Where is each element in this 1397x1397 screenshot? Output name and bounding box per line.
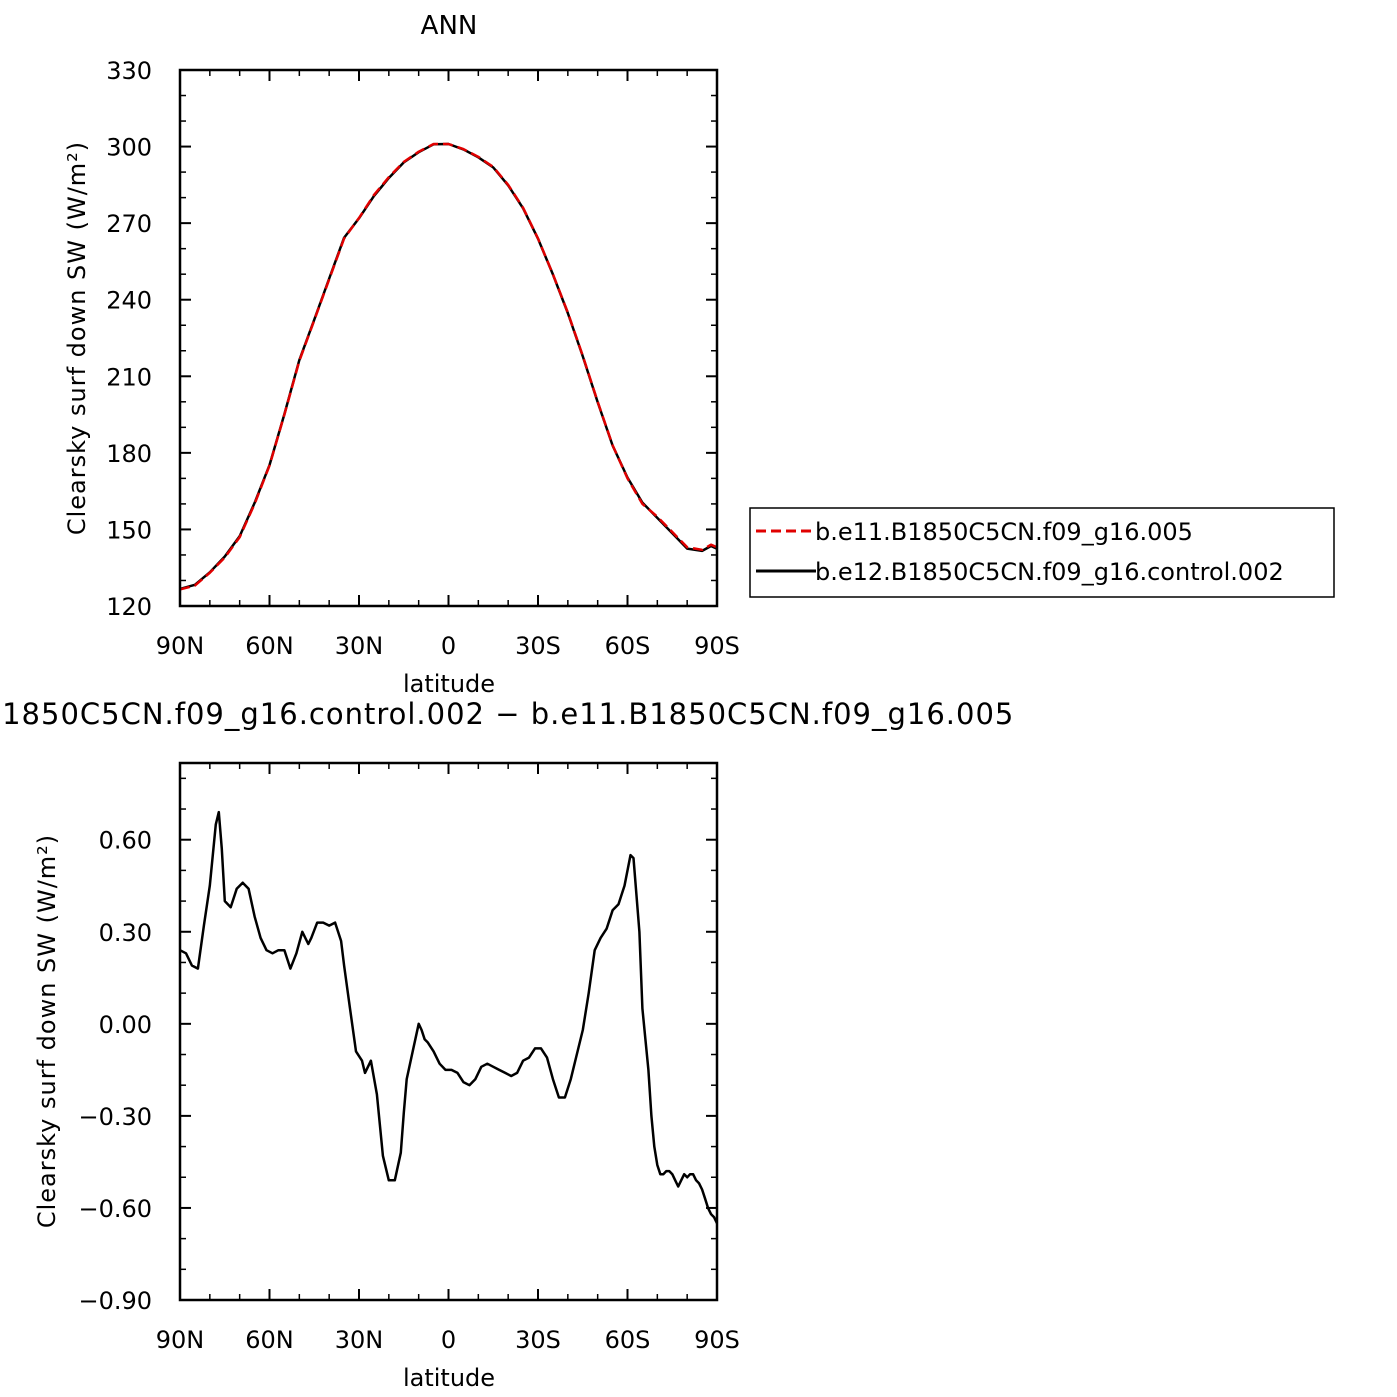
y-tick-label: 180 [106, 440, 152, 468]
top-panel-x-tick-labels: 90N 60N 30N 0 30S 60S 90S [156, 632, 740, 660]
bottom-panel-title: b.e12.B1850C5CN.f09_g16.control.002 − b.… [0, 697, 1014, 731]
bottom-panel-series [179, 810, 719, 1224]
x-tick-label: 90N [156, 632, 205, 660]
x-tick-label: 60S [605, 632, 651, 660]
y-tick-label: 270 [106, 210, 152, 238]
x-tick-label: 60S [605, 1326, 651, 1354]
y-tick-label: 0.00 [99, 1011, 152, 1039]
series-line-1 [179, 142, 718, 591]
x-tick-label: 60N [245, 632, 294, 660]
x-tick-label: 0 [441, 1326, 456, 1354]
x-tick-label: 90S [694, 632, 740, 660]
bottom-panel-x-tick-labels: 90N 60N 30N 0 30S 60S 90S [156, 1326, 740, 1354]
bottom-panel: b.e12.B1850C5CN.f09_g16.control.002 − b.… [0, 697, 1014, 1392]
x-tick-label: 30S [515, 1326, 561, 1354]
x-tick-label: 30N [335, 1326, 384, 1354]
top-panel-x-axis-label: latitude [403, 670, 495, 698]
bottom-panel-ticks [179, 763, 718, 1301]
bottom-panel-y-tick-labels: −0.90 −0.60 −0.30 0.00 0.30 0.60 [78, 827, 152, 1315]
y-tick-label: 0.30 [99, 919, 152, 947]
series-line-2 [179, 142, 718, 591]
y-tick-label: −0.60 [78, 1195, 152, 1223]
top-panel-series [179, 142, 718, 591]
bottom-panel-frame [178, 761, 719, 1302]
y-tick-label: 150 [106, 516, 152, 544]
y-tick-label: 120 [106, 593, 152, 621]
top-panel: ANN 90N 60N 30N 0 30S 60S 90S 120 150 180 210 240 2… [63, 11, 1335, 698]
top-panel-ticks [179, 69, 718, 607]
legend-label-series-1: b.e11.B1850C5CN.f09_g16.005 [815, 518, 1193, 546]
bottom-panel-x-axis-label: latitude [403, 1364, 495, 1392]
top-panel-title: ANN [421, 11, 478, 41]
legend: b.e11.B1850C5CN.f09_g16.005 b.e12.B1850C… [749, 507, 1335, 598]
series-line-1 [179, 810, 719, 1224]
top-panel-y-tick-labels: 120 150 180 210 240 270 300 330 [106, 57, 152, 621]
x-tick-label: 90N [156, 1326, 205, 1354]
y-tick-label: 240 [106, 287, 152, 315]
top-panel-frame [178, 68, 719, 608]
y-tick-label: −0.90 [78, 1287, 152, 1315]
x-tick-label: 60N [245, 1326, 294, 1354]
x-tick-label: 30S [515, 632, 561, 660]
y-tick-label: 300 [106, 134, 152, 162]
y-tick-label: −0.30 [78, 1103, 152, 1131]
top-panel-y-axis-label: Clearsky surf down SW (W/m²) [63, 141, 91, 535]
bottom-panel-y-axis-label: Clearsky surf down SW (W/m²) [33, 834, 61, 1228]
legend-label-series-2: b.e12.B1850C5CN.f09_g16.control.002 [815, 558, 1284, 586]
x-tick-label: 90S [694, 1326, 740, 1354]
y-tick-label: 0.60 [99, 827, 152, 855]
y-tick-label: 210 [106, 363, 152, 391]
x-tick-label: 30N [335, 632, 384, 660]
x-tick-label: 0 [441, 632, 456, 660]
y-tick-label: 330 [106, 57, 152, 85]
legend-box [749, 507, 1335, 598]
